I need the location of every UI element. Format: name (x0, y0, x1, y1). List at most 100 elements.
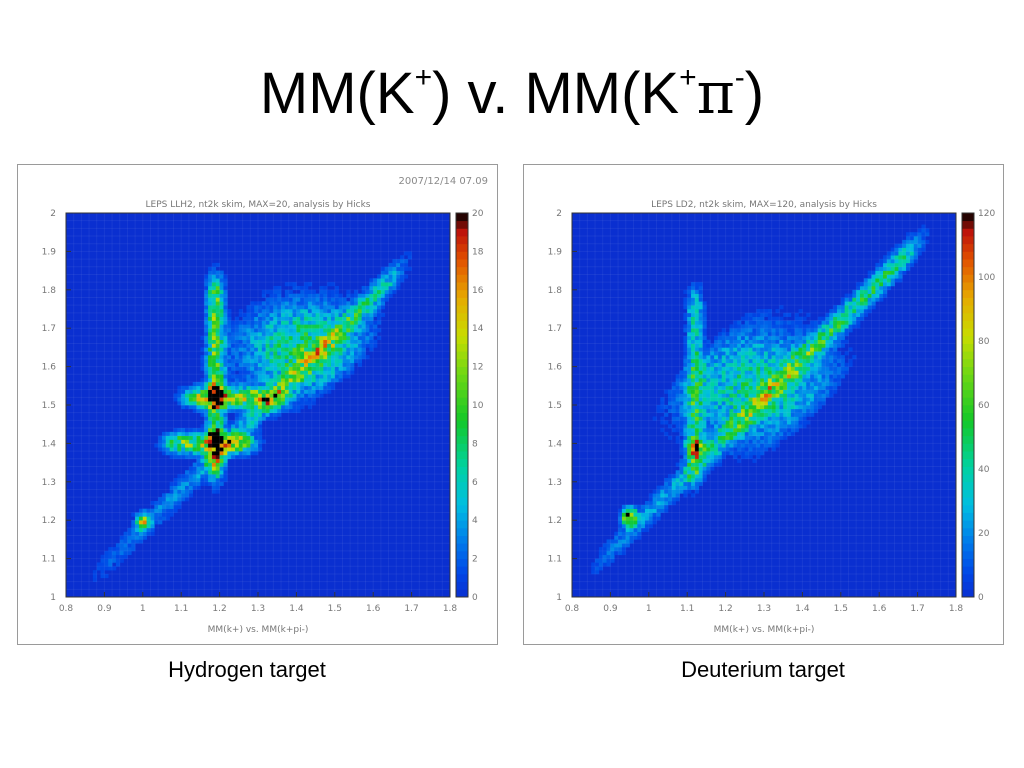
heatmap-cell (725, 381, 730, 387)
heatmap-cell (357, 309, 362, 314)
heatmap-cell (710, 370, 715, 375)
heatmap-cell (802, 324, 807, 329)
heatmap-cell (234, 393, 240, 398)
heatmap-cell (760, 351, 765, 356)
colorbar-segment (456, 566, 468, 575)
heatmap-cell (664, 485, 669, 490)
heatmap-cell (802, 408, 807, 413)
heatmap-cell (242, 316, 247, 321)
heatmap-cell (879, 278, 884, 283)
heatmap-cell (204, 381, 209, 387)
heatmap-cell (254, 332, 259, 337)
heatmap-cell (223, 347, 228, 352)
heatmap-cell (702, 405, 707, 410)
heatmap-cell (277, 328, 282, 333)
heatmap-cell (806, 355, 811, 360)
heatmap-cell (733, 347, 738, 352)
heatmap-cell (825, 332, 830, 337)
heatmap-cell (277, 335, 282, 341)
heatmap-cell (744, 451, 749, 456)
heatmap-cell (296, 362, 301, 367)
heatmap-cell (242, 332, 247, 337)
heatmap-cell (752, 316, 757, 321)
heatmap-cell (748, 378, 753, 383)
heatmap-cell (879, 259, 884, 264)
heatmap-cell (227, 366, 232, 371)
heatmap-cell (606, 554, 611, 559)
colorbar-segment (962, 213, 974, 222)
heatmap-cell (748, 312, 753, 317)
colorbar-tick-label: 0 (472, 593, 478, 603)
colorbar-segment (456, 466, 468, 475)
heatmap-cell (652, 489, 657, 494)
heatmap-cell (223, 339, 228, 344)
heatmap-cell (725, 389, 730, 394)
heatmap-cell (725, 439, 730, 444)
heatmap-cell (794, 355, 799, 360)
heatmap-cell (694, 285, 700, 291)
colorbar-segment (962, 259, 974, 268)
heatmap-cell (848, 309, 853, 314)
x-tick-label: 1.1 (680, 604, 694, 614)
heatmap-cell (246, 370, 251, 375)
heatmap-cell (898, 255, 903, 260)
heatmap-cell (767, 312, 772, 317)
heatmap-cell (679, 420, 684, 425)
heatmap-cell (227, 385, 232, 390)
heatmap-cell (798, 381, 803, 387)
heatmap-cell (687, 485, 692, 490)
heatmap-cell (740, 412, 746, 417)
heatmap-cell (740, 435, 746, 440)
heatmap-cell (296, 328, 301, 333)
heatmap-cell (829, 381, 834, 387)
heatmap-cell (783, 332, 788, 337)
heatmap-cell (369, 320, 374, 325)
colorbar-segment (456, 420, 468, 429)
heatmap-cell (277, 339, 282, 344)
heatmap-cell (377, 274, 382, 279)
heatmap-cell (906, 239, 911, 245)
heatmap-cell (288, 405, 293, 410)
heatmap-cell (890, 266, 895, 271)
heatmap-cell (744, 355, 749, 360)
heatmap-cell (304, 335, 309, 341)
heatmap-cell (138, 535, 144, 540)
heatmap-cell (277, 297, 282, 302)
heatmap-cell (258, 312, 263, 317)
heatmap-cell (292, 408, 297, 413)
heatmap-cell (246, 424, 251, 429)
heatmap-cell (671, 420, 676, 425)
heatmap-cell (350, 332, 355, 337)
heatmap-cell (817, 374, 822, 379)
heatmap-cell (269, 405, 274, 410)
heatmap-cell (304, 285, 309, 291)
heatmap-cell (315, 343, 320, 348)
heatmap-cell (231, 397, 236, 402)
heatmap-cell (691, 381, 696, 387)
heatmap-cell (338, 309, 343, 314)
heatmap-cell (296, 378, 301, 383)
heatmap-cell (691, 458, 696, 463)
heatmap-cell (365, 301, 370, 306)
heatmap-cell (300, 393, 305, 398)
heatmap-cell (258, 428, 263, 433)
heatmap-cell (192, 385, 197, 390)
heatmap-cell (691, 435, 696, 440)
heatmap-cell (829, 355, 834, 360)
heatmap-cell (208, 309, 213, 314)
heatmap-cell (350, 343, 355, 348)
heatmap-cell (679, 389, 684, 394)
heatmap-cell (683, 397, 688, 402)
heatmap-cell (254, 416, 259, 421)
heatmap-cell (737, 324, 742, 329)
heatmap-cell (300, 297, 305, 302)
heatmap-cell (384, 285, 389, 291)
heatmap-cell (265, 316, 270, 321)
heatmap-cell (219, 408, 224, 413)
heatmap-cell (844, 305, 849, 310)
heatmap-cell (342, 335, 347, 341)
heatmap-cell (307, 320, 313, 325)
heatmap-cell (902, 255, 907, 260)
heatmap-cell (250, 339, 255, 344)
heatmap-cell (710, 385, 715, 390)
